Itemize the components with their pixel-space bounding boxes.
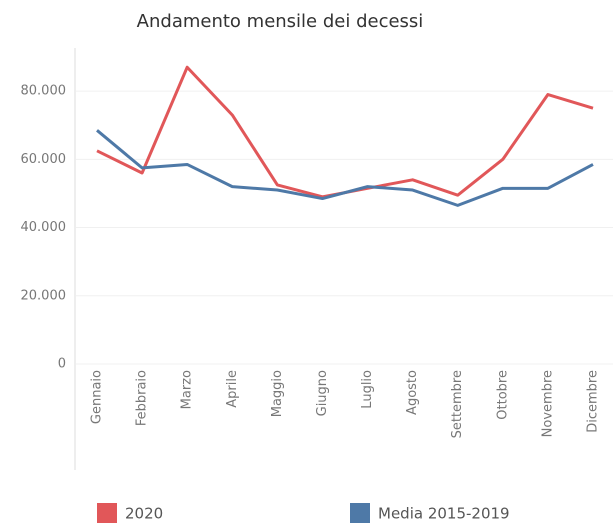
legend-swatch	[97, 503, 117, 523]
x-tick-label: Agosto	[405, 370, 420, 415]
y-tick-label: 0	[58, 357, 66, 372]
y-tick-label: 20.000	[21, 288, 67, 303]
x-tick-label: Maggio	[270, 370, 285, 417]
x-tick-label: Giugno	[315, 370, 330, 416]
legend-label: 2020	[125, 505, 163, 523]
chart-title: Andamento mensile dei decessi	[137, 11, 424, 32]
x-tick-label: Novembre	[540, 370, 555, 437]
x-tick-label: Marzo	[180, 370, 195, 409]
x-tick-label: Ottobre	[495, 370, 510, 420]
x-tick-label: Aprile	[225, 370, 240, 408]
legend-swatch	[350, 503, 370, 523]
x-tick-label: Febbraio	[135, 370, 150, 426]
y-tick-label: 80.000	[21, 84, 67, 99]
y-tick-label: 40.000	[21, 220, 67, 235]
x-tick-label: Gennaio	[90, 370, 105, 424]
line-series	[96, 65, 594, 199]
legend-label: Media 2015-2019	[378, 505, 510, 523]
x-tick-label: Dicembre	[586, 370, 601, 433]
line-series	[96, 129, 594, 207]
x-tick-label: Luglio	[360, 370, 375, 409]
x-tick-label: Settembre	[450, 370, 465, 438]
y-tick-label: 60.000	[21, 152, 67, 167]
